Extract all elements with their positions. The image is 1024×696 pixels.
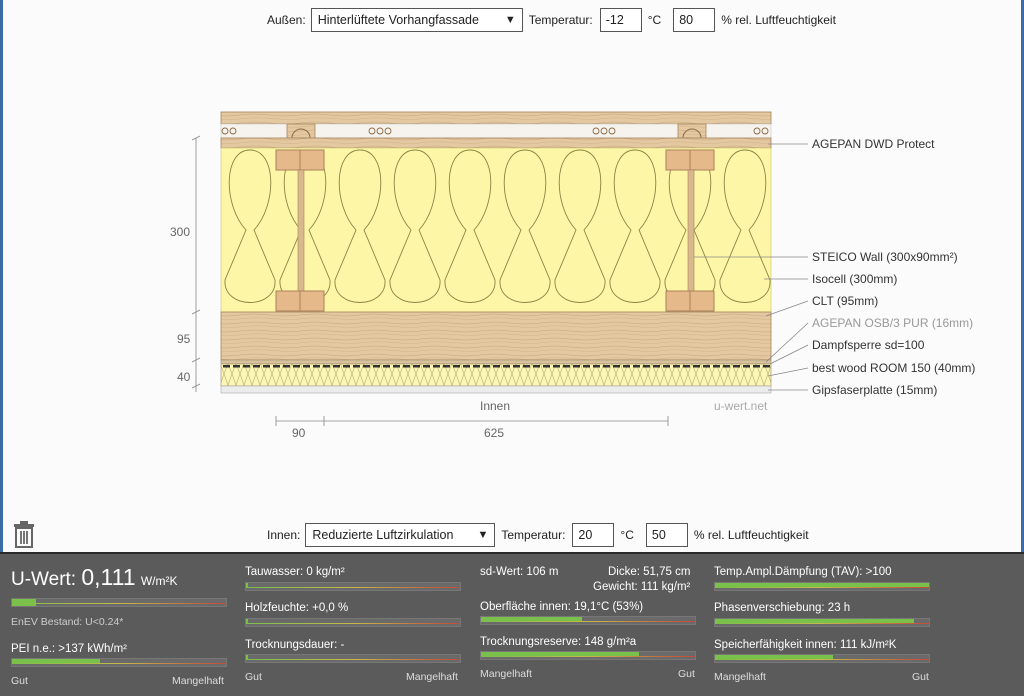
tauwasser-bar [245, 582, 461, 591]
dropdown-arrow-icon: ▼ [477, 529, 489, 541]
inside-humidity-unit: % rel. Luftfeuchtigkeit [693, 528, 809, 542]
scale-bad-1: Mangelhaft [172, 675, 224, 687]
batten-right [677, 123, 707, 139]
phasen-bar [714, 618, 930, 627]
uwert-value: 0,111 [81, 564, 136, 590]
scale-good-3: Gut [678, 668, 695, 680]
uwert-bar [11, 598, 227, 607]
outside-humidity-unit: % rel. Luftfeuchtigkeit [721, 13, 836, 27]
watermark: u-wert.net [714, 399, 768, 413]
pei-bar [11, 658, 227, 667]
enev-note: EnEV Bestand: U<0.24* [11, 616, 124, 628]
outside-label: Außen: [267, 13, 306, 27]
layer-label-0: AGEPAN DWD Protect [812, 137, 935, 151]
trocknungsdauer-label: Trocknungsdauer: - [245, 639, 345, 651]
tauwasser-label: Tauwasser: 0 kg/m² [245, 566, 345, 578]
inside-type-select[interactable]: Reduzierte Luftzirkulation ▼ [305, 523, 496, 547]
stud-left [275, 149, 325, 312]
osb-layer [220, 359, 772, 365]
scale-bad-4: Mangelhaft [714, 671, 766, 683]
dropdown-arrow-icon: ▼ [504, 14, 516, 26]
scale-good-2: Gut [245, 671, 262, 683]
holzfeuchte-bar [245, 618, 461, 627]
layer-leader-lines [694, 143, 809, 391]
trash-icon[interactable] [12, 520, 36, 548]
layer-label-6: best wood ROOM 150 (40mm) [812, 361, 975, 375]
uwert-unit: W/m²K [140, 574, 178, 588]
window-frame-right [1021, 0, 1024, 552]
oberflaeche-label: Oberfläche innen: 19,1°C (53%) [480, 601, 644, 613]
window-frame-left [0, 0, 3, 552]
innen-label: Innen [480, 399, 510, 413]
vertical-dimensions [191, 135, 201, 392]
stud-right [665, 149, 715, 312]
layer-label-3: CLT (95mm) [812, 294, 878, 308]
dim-95: 95 [177, 332, 191, 346]
trocknungsreserve-bar [480, 651, 696, 660]
results-panel: U-Wert: 0,111 W/m²K EnEV Bestand: U<0.24… [0, 552, 1024, 696]
dim-90: 90 [292, 426, 306, 440]
oberflaeche-bar [480, 616, 696, 625]
outside-temp-unit: °C [647, 13, 662, 27]
gewicht-label: Gewicht: 111 kg/m² [593, 581, 691, 593]
clt-layer [220, 311, 772, 361]
tav-bar [714, 582, 930, 591]
sd-wert-label: sd-Wert: 106 m [480, 566, 559, 578]
inside-controls: Innen: Reduzierte Luftzirkulation ▼ Temp… [267, 523, 809, 547]
inside-temp-input[interactable]: 20 [572, 523, 615, 547]
pei-label: PEI n.e.: >137 kWh/m² [11, 643, 128, 655]
phasen-label: Phasenverschiebung: 23 h [714, 602, 851, 614]
scale-good-1: Gut [11, 675, 28, 687]
inside-humidity-input[interactable]: 50 [645, 523, 688, 547]
scale-bad-3: Mangelhaft [480, 668, 532, 680]
trocknungsdauer-bar [245, 654, 461, 663]
outside-type-select[interactable]: Hinterlüftete Vorhangfassade ▼ [310, 8, 523, 32]
layer-label-7: Gipsfaserplatte (15mm) [812, 383, 937, 397]
dim-625: 625 [484, 426, 504, 440]
uwert-heading: U-Wert: 0,111 W/m²K [11, 564, 177, 591]
scale-good-4: Gut [912, 671, 929, 683]
layer-label-1: STEICO Wall (300x90mm²) [812, 250, 958, 264]
speicher-label: Speicherfähigkeit innen: 111 kJ/m²K [714, 639, 897, 651]
trocknungsreserve-label: Trocknungsreserve: 148 g/m²a [480, 636, 637, 648]
outside-controls: Außen: Hinterlüftete Vorhangfassade ▼ Te… [267, 8, 836, 32]
layer-label-2: Isocell (300mm) [812, 272, 897, 286]
speicher-bar [714, 654, 930, 663]
holzfeuchte-label: Holzfeuchte: +0,0 % [245, 602, 349, 614]
dim-300: 300 [170, 225, 190, 239]
tav-label: Temp.Ampl.Dämpfung (TAV): >100 [714, 566, 892, 578]
inside-type-value: Reduzierte Luftzirkulation [312, 528, 454, 542]
inside-label: Innen: [267, 528, 301, 542]
insulation-layer [220, 147, 772, 313]
insulation-pattern [224, 149, 771, 303]
horizontal-dimensions [275, 416, 669, 426]
layer-label-4: AGEPAN OSB/3 PUR (16mm) [812, 316, 973, 330]
dicke-label: Dicke: 51,75 cm [608, 566, 691, 578]
gypsum-fibre-layer [220, 385, 772, 394]
uwert-label: U-Wert: [11, 569, 77, 590]
scale-bad-2: Mangelhaft [406, 671, 458, 683]
agepan-dwd-layer [220, 137, 772, 149]
fibre-board-ticks [223, 365, 770, 368]
inside-temp-unit: °C [620, 528, 634, 542]
layer-label-5: Dampfsperre sd=100 [812, 338, 925, 352]
outside-type-value: Hinterlüftete Vorhangfassade [317, 13, 479, 27]
outside-temp-label: Temperatur: [528, 13, 593, 27]
cladding-board [220, 111, 772, 125]
outside-humidity-input[interactable]: 80 [673, 8, 716, 32]
outside-temp-input[interactable]: -12 [599, 8, 642, 32]
inside-temp-label: Temperatur: [501, 528, 566, 542]
wall-cross-section-diagram: 300 95 40 90 625 Innen u-wert.net AGEPAN… [170, 111, 975, 440]
ventilation-holes [221, 127, 769, 135]
dim-40: 40 [177, 370, 191, 384]
batten-left [286, 123, 316, 139]
